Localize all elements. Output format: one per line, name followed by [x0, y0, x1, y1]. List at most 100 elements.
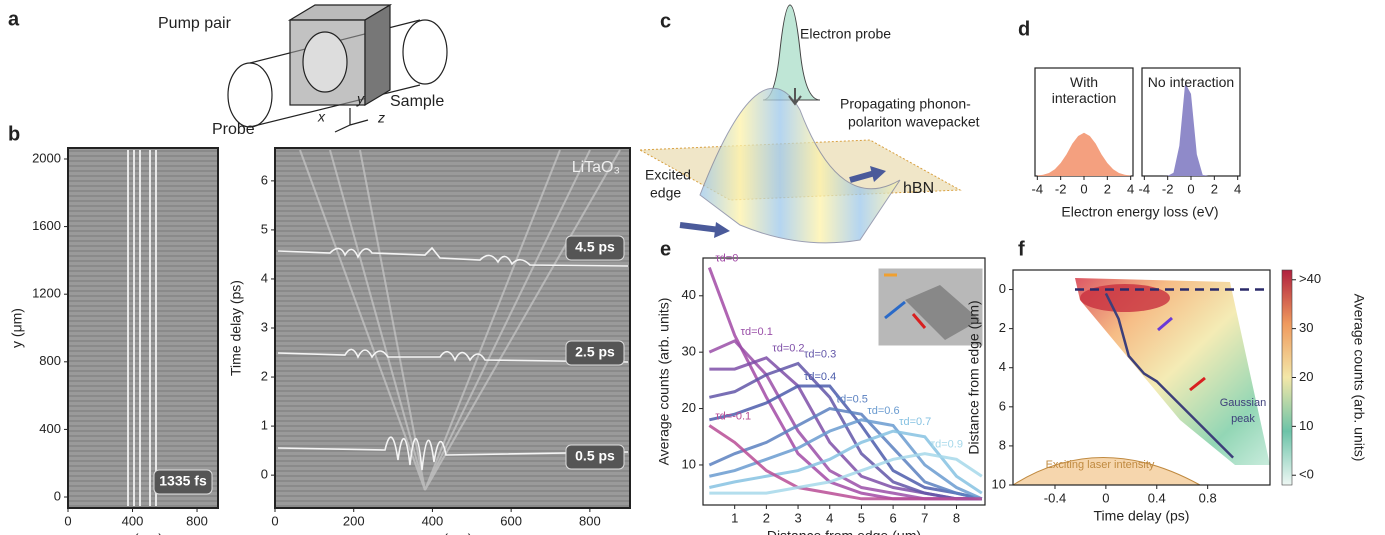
- y-tick-label: 20: [682, 400, 696, 415]
- series-line: [708, 407, 983, 501]
- x-axis-label: Time delay (ps): [1094, 508, 1190, 524]
- x-tick-label: 0.8: [1199, 490, 1217, 505]
- x-tick-label: 800: [579, 513, 601, 528]
- x-tick-label: 400: [122, 513, 144, 528]
- x-axis-label: Distance from edge (μm): [767, 528, 921, 535]
- y-axis-label: Time delay (ps): [228, 280, 244, 376]
- x-tick-label: 1: [731, 510, 738, 525]
- plot-frame: [702, 257, 986, 506]
- annotation: 4.5 ps: [575, 239, 615, 255]
- colorbar-label: Average counts (arb. units): [1351, 294, 1367, 462]
- x-tick-label: 6: [889, 510, 896, 525]
- axis-letter: z: [377, 110, 385, 126]
- y-tick-label: 10: [992, 476, 1006, 491]
- series-line: [709, 418, 983, 501]
- series-label: τd=0.6: [867, 405, 899, 417]
- y-tick-label: 400: [39, 421, 61, 436]
- label-probe: Probe: [212, 121, 255, 138]
- x-tick-label: 400: [422, 513, 444, 528]
- y-tick-label: 4: [261, 270, 268, 285]
- annotation-box: [565, 444, 625, 470]
- x-tick-label: -2: [1162, 181, 1174, 196]
- diagonal-stripes: [299, 149, 621, 491]
- panel-label: f: [1018, 238, 1025, 260]
- x-tick-label: 4: [1127, 181, 1134, 196]
- annotation: 1335 fs: [159, 473, 207, 489]
- annotation: Exciting laser intensity: [1046, 459, 1155, 471]
- label-wavepacket: Propagating phonon-: [840, 96, 971, 112]
- legend-label: No interaction: [1147, 74, 1235, 90]
- annotation-box: [565, 340, 625, 366]
- series-line: [708, 424, 982, 501]
- legend-label: With interaction: [1051, 74, 1117, 106]
- x-tick-label: -4: [1139, 181, 1151, 196]
- y-tick-label: 0: [999, 281, 1006, 296]
- series-label: τd=-0.1: [715, 410, 751, 422]
- x-axis-label: Electron energy loss (eV): [1061, 204, 1218, 220]
- y-tick-label: 8: [999, 437, 1006, 452]
- y-tick-label: 2: [999, 320, 1006, 335]
- x-tick-label: 0.4: [1148, 490, 1166, 505]
- y-axis-label: y (μm): [9, 308, 25, 348]
- x-tick-label: 5: [858, 510, 865, 525]
- y-axis-label: Distance from edge (μm): [966, 300, 982, 454]
- panel-label: b: [8, 123, 20, 145]
- x-tick-label: 0: [64, 513, 71, 528]
- x-tick-label: 0: [1187, 181, 1194, 196]
- x-tick-label: 0: [1080, 181, 1087, 196]
- y-tick-label: 0: [54, 488, 61, 503]
- microscopy-image: [67, 147, 219, 509]
- x-tick-label: 800: [186, 513, 208, 528]
- series-label: τd=0.9: [931, 439, 963, 451]
- x-tick-label: 4: [826, 510, 833, 525]
- series-line: [709, 384, 983, 501]
- legend-label: With interaction: [1051, 74, 1117, 106]
- y-tick-label: 1200: [32, 286, 61, 301]
- label-edge: Excited: [645, 167, 691, 183]
- x-tick-label: 0: [271, 513, 278, 528]
- panel-label: e: [660, 238, 671, 260]
- y-tick-label: 40: [682, 287, 696, 302]
- legend-label: No interaction: [1147, 74, 1235, 90]
- y-axis-label: Average counts (arb. units): [656, 298, 672, 466]
- plot-frame: [67, 147, 219, 509]
- x-tick-label: 0: [1102, 490, 1109, 505]
- series-label: Gaussian peak: [1219, 397, 1267, 425]
- y-tick-label: 2000: [32, 150, 61, 165]
- x-axis-label: x (μm): [433, 531, 473, 535]
- heatmap: [1012, 269, 1293, 486]
- series-label: τd=0.3: [804, 348, 836, 360]
- label-pump: Pump pair: [158, 15, 232, 32]
- series-label: τd=0.5: [836, 393, 868, 405]
- x-tick-label: -2: [1055, 181, 1067, 196]
- y-tick-label: 800: [39, 353, 61, 368]
- y-tick-label: 4: [999, 359, 1006, 374]
- y-tick-label: 3: [261, 319, 268, 334]
- polariton-diagram: [638, 4, 962, 244]
- y-tick-label: 5: [261, 221, 268, 236]
- panel-label: d: [1018, 18, 1030, 40]
- colorbar-tick-label: <0: [1299, 467, 1314, 482]
- x-tick-label: 2: [1211, 181, 1218, 196]
- label-sample: Sample: [390, 93, 444, 110]
- wave-traces: [277, 246, 629, 471]
- material-label: LiTaO₃: [572, 159, 620, 176]
- x-tick-label: 4: [1234, 181, 1241, 196]
- y-tick-label: 2: [261, 368, 268, 383]
- series-label: Gaussian peak: [1219, 397, 1267, 425]
- annotation: 0.5 ps: [575, 448, 615, 464]
- series-label: τd=0.7: [899, 416, 931, 428]
- x-tick-label: 8: [953, 510, 960, 525]
- series-label: τd=0.2: [772, 343, 804, 355]
- x-axis-label: x (μm): [123, 531, 163, 535]
- colorbar-tick-label: 10: [1299, 418, 1313, 433]
- series-label: τd=0: [715, 252, 738, 264]
- x-tick-label: 3: [794, 510, 801, 525]
- x-tick-label: 2: [1104, 181, 1111, 196]
- stripes: [127, 150, 157, 506]
- axis-letter: x: [317, 109, 326, 125]
- panel-label: c: [660, 10, 671, 32]
- label-probe-c: Electron probe: [800, 26, 891, 42]
- y-tick-label: 1: [261, 418, 268, 433]
